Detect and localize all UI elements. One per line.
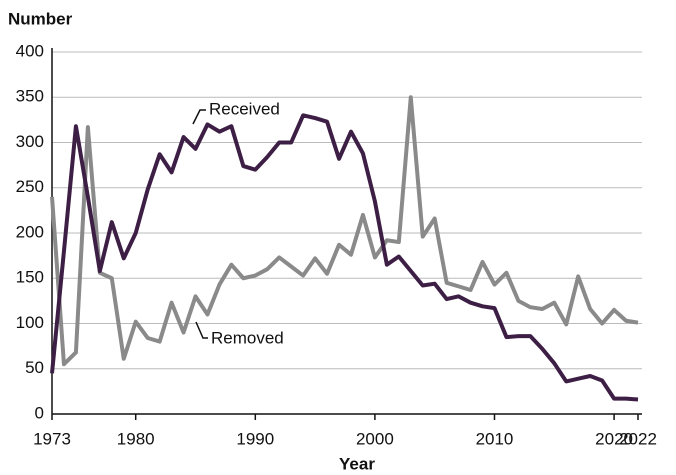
y-tick-label: 350 [16, 87, 44, 106]
x-tick-label: 1990 [236, 429, 274, 448]
x-tick-label: 1973 [33, 429, 71, 448]
x-tick-label: 2010 [476, 429, 514, 448]
y-tick-label: 150 [16, 268, 44, 287]
x-tick-label: 2000 [356, 429, 394, 448]
series-label: Received [209, 99, 280, 118]
series-line [50, 113, 639, 402]
y-tick-label: 200 [16, 222, 44, 241]
series-label: Removed [211, 328, 284, 347]
x-axis-title: Year [339, 454, 375, 473]
leader-line [192, 109, 206, 125]
x-tick-label: 1980 [117, 429, 155, 448]
x-tick-label: 2022 [619, 429, 657, 448]
y-axis-title: Number [8, 9, 73, 28]
series-line [50, 95, 639, 367]
leader-line [195, 321, 208, 339]
y-tick-label: 250 [16, 177, 44, 196]
y-tick-label: 300 [16, 132, 44, 151]
x-tick-label: 2020 [595, 429, 633, 448]
y-tick-label: 400 [16, 41, 44, 60]
y-tick-label: 0 [35, 403, 44, 422]
y-tick-label: 50 [25, 358, 44, 377]
y-tick-label: 100 [16, 313, 44, 332]
